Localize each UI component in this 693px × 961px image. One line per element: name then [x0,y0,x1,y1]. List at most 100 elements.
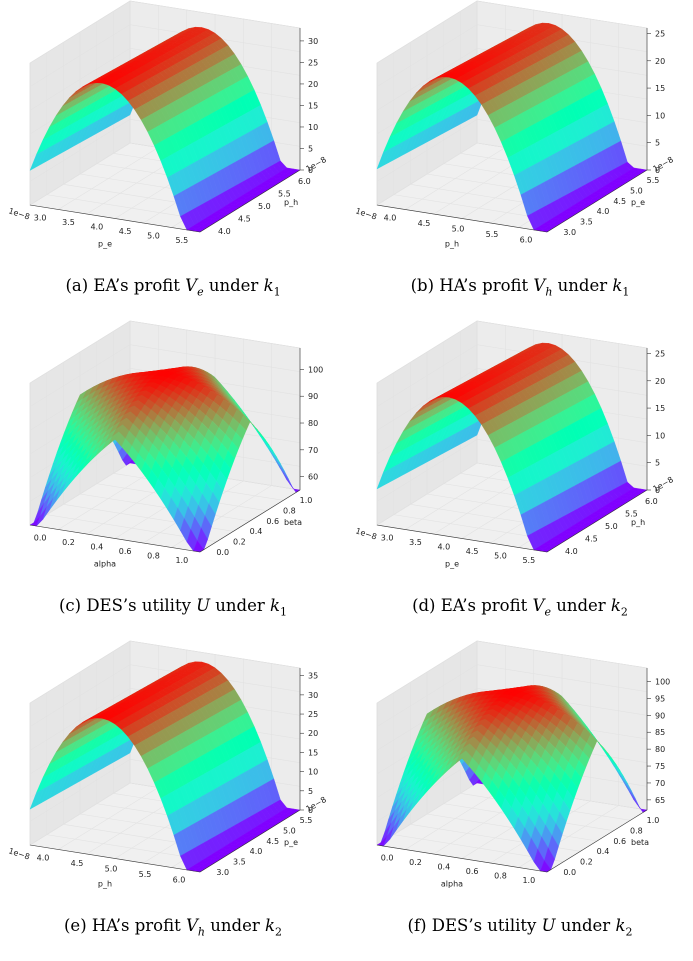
y-tick-label: 4.0 [218,227,231,236]
x-tick-label: 5.5 [175,236,188,245]
x-tick-label: 0.0 [34,533,47,542]
surface-plot-c: 0.0 0.2 0.4 0.6 0.8 1.0alpha0.00.20.40.60.81.… [29,320,323,569]
surface-e [29,661,301,873]
subfigure-b: 4.0 4.5 5.0 5.5 6.0 p_h 1e−8 3.0 3.5 4.0 4.5 5.0 5.5… [347,0,693,320]
grid-line [29,0,301,64]
x-axis-label: p_e [445,560,459,569]
z-tick-label: 100 [308,365,323,374]
z-tick-label: 25 [655,349,665,358]
caption-b: (b) HA’s profit Vh under k1 [410,276,630,299]
x-tick-label: 3.5 [62,218,75,227]
z-tick-label: 20 [655,377,665,386]
z-tick-label: 15 [308,748,318,757]
z-tick-label: 15 [655,404,665,413]
x-offset-label: 1e−8 [354,526,378,541]
y-axis-line [546,809,648,873]
caption-c: (c) DES’s utility U under k1 [58,596,288,619]
x-axis-label: p_h [445,240,459,249]
x-tick-label: 5.0 [452,225,465,234]
x-tick-label: 5.5 [486,230,499,239]
x-tick-label: 5.5 [522,556,535,565]
y-axis-label: p_h [284,198,298,207]
x-tick-label: 0.2 [409,858,422,867]
y-axis-label: p_e [631,198,645,207]
y-tick-label: 3.5 [580,218,593,227]
subfigure-a: 3.0 3.5 4.0 4.5 5.0 5.5 p_e 1e−8 4.0 4.5 5.0 5.5 6.0… [0,0,346,320]
surface-plot-a: 3.0 3.5 4.0 4.5 5.0 5.5 p_e 1e−8 4.0 4.5 5.0 5.5 6.0… [7,0,328,249]
z-tick-label: 95 [655,694,665,703]
x-tick-label: 0.0 [381,853,394,862]
caption-a: (a) EA’s profit Ve under k1 [65,276,281,299]
z-tick-label: 90 [308,392,318,401]
y-tick-label: 0.4 [597,847,610,856]
subfigure-e: 4.0 4.5 5.0 5.5 6.0 p_h 1e−8 3.0 3.5 4.0 4.5 5.0 5.5… [0,640,346,960]
y-tick-label: 6.0 [645,497,658,506]
y-tick-label: 1.0 [300,496,313,505]
z-tick-label: 30 [308,691,318,700]
y-tick-label: 5.0 [258,202,271,211]
x-tick-label: 0.8 [494,871,507,880]
x-axis-line [376,844,548,873]
z-tick-label: 5 [655,459,660,468]
x-tick-label: 3.5 [409,538,422,547]
x-tick-label: 4.0 [90,222,103,231]
y-tick-label: 0.2 [580,858,593,867]
y-tick-label: 4.5 [613,197,626,206]
axes-3d-b: 4.04.55.05.56.0p_h1e−83.03.54.04.55.05.5… [354,0,675,249]
x-tick-label: 4.5 [466,547,479,556]
axes-3d-e: 4.04.55.05.56.0p_h1e−83.03.54.04.55.05.5… [7,640,328,889]
y-tick-label: 0.8 [630,827,643,836]
z-tick-label: 25 [308,58,318,67]
axes-3d-a: 3.0 3.5 4.0 4.5 5.0 5.5 p_e 1e−8 4.0 4.5 5.0 5.5 6.0… [7,0,328,249]
x-tick-label: 4.5 [71,859,84,868]
x-tick-label: 6.0 [173,875,186,884]
grid-line [29,640,301,704]
subfigure-d: 3.0 3.5 4.0 4.5 5.0 5.5 p_e 1e−8 4.0 4.5 5.0 5.5 6.0… [347,320,693,640]
subfigure-c: 0.0 0.2 0.4 0.6 0.8 1.0 alpha 0.0 0.2 0.4 0.6 0.8 1.… [0,320,346,640]
surface-a [29,26,301,233]
axes-3d-d: 3.0 3.5 4.0 4.5 5.0 5.5 p_e 1e−8 4.0 4.5 5.0 5.5 6.0… [354,320,675,569]
x-axis-label: p_h [98,880,112,889]
x-axis-line [29,844,201,873]
surface-plot-d: 3.0 3.5 4.0 4.5 5.0 5.5 p_e 1e−8 4.0 4.5 5.0 5.5 6.0… [354,320,675,569]
z-tick-label: 65 [655,796,665,805]
z-tick-label: 60 [308,473,318,482]
x-tick-label: 4.0 [384,214,397,223]
y-axis-label: p_h [631,518,645,527]
y-tick-label: 5.0 [630,187,643,196]
surface-plot-e: 4.04.55.05.56.0p_h1e−83.03.54.04.55.05.5… [7,640,328,889]
y-axis-line [546,169,648,233]
axes-3d-f: 0.0 0.2 0.4 0.6 0.8 1.0alpha0.00.20.40.60.81.… [376,640,670,889]
z-tick-label: 80 [655,745,665,754]
y-axis-label: beta [631,838,649,847]
x-tick-label: 0.6 [466,867,479,876]
z-tick-label: 20 [308,729,318,738]
z-tick-label: 0 [655,166,660,175]
x-offset-label: 1e−8 [354,206,378,221]
y-tick-label: 5.0 [283,827,296,836]
x-axis-line [29,204,201,233]
x-axis-label: p_e [98,240,112,249]
x-tick-label: 0.2 [62,538,75,547]
y-tick-label: 4.0 [565,547,578,556]
z-tick-label: 5 [655,139,660,148]
z-tick-label: 70 [308,446,318,455]
y-tick-label: 3.5 [233,858,246,867]
y-tick-label: 0.6 [266,517,279,526]
x-tick-label: 5.0 [147,231,160,240]
y-tick-label: 3.0 [563,228,576,237]
grid-line [29,320,301,384]
x-tick-label: 5.0 [105,865,118,874]
caption-f: (f) DES’s utility U under k2 [407,916,633,939]
y-tick-label: 0.8 [283,507,296,516]
z-tick-label: 15 [308,101,318,110]
z-tick-label: 90 [655,711,665,720]
x-tick-label: 4.5 [418,219,431,228]
z-tick-label: 35 [308,672,318,681]
surface-plot-b: 4.04.55.05.56.0p_h1e−83.03.54.04.55.05.5… [354,0,675,249]
caption-d: (d) EA’s profit Ve under k2 [412,596,628,619]
z-tick-label: 70 [655,779,665,788]
x-axis-line [376,524,548,553]
z-tick-label: 10 [308,768,318,777]
z-tick-label: 20 [308,80,318,89]
